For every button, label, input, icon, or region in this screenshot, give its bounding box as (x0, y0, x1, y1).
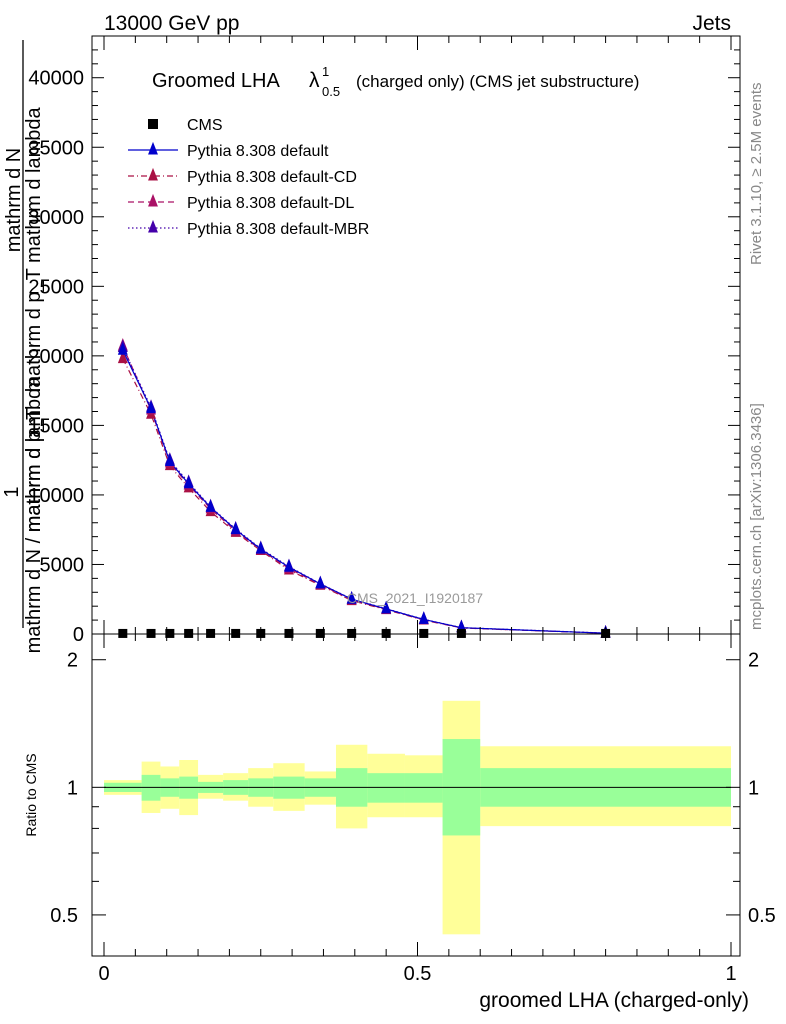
cms-data-marker (206, 628, 216, 638)
legend: CMS Pythia 8.308 default Pythia 8.308 de… (128, 117, 369, 238)
main-y-ticks: 0 5000 10000 15000 20000 25000 30000 35000 40000 (28, 35, 740, 646)
legend-symbols (128, 119, 178, 233)
legend-marker-default-cd (148, 167, 158, 181)
ratio-band-inner (404, 773, 443, 803)
cms-data-marker (315, 628, 325, 638)
series-marker-default (284, 559, 294, 572)
title-main: Groomed LHA (152, 70, 280, 92)
x-axis-label: groomed LHA (charged-only) (479, 989, 749, 1012)
cms-data-marker (165, 628, 175, 638)
ylabel-numerator-dn: mathrm d N (3, 148, 25, 252)
main-y-tick-label: 20000 (28, 346, 84, 368)
main-y-tick-label: 25000 (28, 276, 84, 298)
cms-data-marker (184, 628, 194, 638)
series-marker-default (205, 499, 216, 512)
legend-label-default-dl: Pythia 8.308 default-DL (187, 195, 354, 212)
series-marker-default (315, 575, 326, 589)
ratio-frame (91, 633, 741, 957)
ratio-y-axis-label: Ratio to CMS (23, 753, 39, 836)
ratio-bands (104, 700, 731, 935)
cms-data-marker (284, 628, 294, 638)
watermark: CMS_2021_I1920187 (347, 590, 483, 606)
ratio-y-tick-label-right: 0.5 (748, 905, 776, 927)
main-y-tick-label: 5000 (40, 554, 85, 576)
cms-data-marker (419, 628, 429, 638)
ratio-y-ticks: 0.5 0.5 1 1 2 2 (50, 650, 776, 927)
main-y-tick-label: 10000 (28, 485, 84, 507)
main-y-tick-label: 35000 (28, 137, 84, 159)
ratio-x-tick-label: 1 (725, 963, 736, 985)
ratio-x-tick-label: 0.5 (404, 963, 432, 985)
ratio-y-tick-label-right: 1 (748, 777, 759, 799)
series-marker-default (183, 475, 194, 489)
legend-marker-default-dl (148, 193, 158, 207)
series-marker-default (418, 611, 429, 624)
ratio-y-tick-label: 0.5 (50, 905, 78, 927)
cms-data-marker (456, 628, 466, 638)
main-y-tick-label: 30000 (28, 207, 84, 229)
cms-data-marker (231, 628, 241, 638)
legend-marker-default-mbr (148, 219, 158, 233)
ratio-y-tick-label-right: 2 (748, 650, 759, 672)
rivet-label: Rivet 3.1.10, ≥ 2.5M events (748, 83, 765, 266)
series-marker-default (381, 600, 392, 614)
ratio-band-inner (367, 773, 405, 803)
series-marker-default (164, 453, 175, 467)
cms-data-marker (118, 628, 128, 638)
legend-label-default-cd: Pythia 8.308 default-CD (187, 169, 357, 186)
cms-data-marker (347, 628, 357, 638)
main-y-tick-label: 40000 (28, 68, 84, 90)
cms-data-marker (146, 628, 156, 638)
ylabel-numerator-one: 1 (1, 486, 23, 497)
ratio-y-tick-label: 1 (67, 777, 78, 799)
main-x-ticks (103, 36, 732, 634)
ratio-x-tick-label: 0 (98, 963, 109, 985)
legend-label-default-mbr: Pythia 8.308 default-MBR (187, 221, 369, 238)
series-marker-default (117, 342, 128, 355)
main-y-tick-label: 15000 (28, 415, 84, 437)
legend-label-cms: CMS (187, 117, 223, 134)
ylabel-denominator-dpt-dlambda: mathrm d p_T mathrm d lambda (23, 106, 45, 392)
ylabel-denominator-dpt: mathrm d p_T (23, 408, 45, 532)
title-symbol: λ (309, 69, 320, 92)
title-sup: 1 (322, 64, 329, 79)
series-marker-default (346, 591, 357, 604)
ratio-y-tick-label: 2 (67, 650, 78, 672)
ylabel-dn-dlambda: mathrm d N / mathrm d lambda (23, 376, 45, 654)
title-sub: 0.5 (322, 84, 340, 99)
main-y-axis-label: 1 mathrm d N mathrm d p_T mathrm d p_T m… (1, 40, 45, 653)
legend-marker-cms (148, 119, 158, 129)
series-marker-default-cd (117, 350, 128, 364)
main-y-tick-label: 0 (73, 624, 84, 646)
header-right: Jets (692, 12, 731, 35)
main-plot: 0 5000 10000 15000 20000 25000 30000 35000 40000… (28, 35, 741, 646)
series-marker-default (255, 541, 266, 554)
ratio-plot: 0.5 0.51 12 2 0 0.5 1 Ratio to CMS groomed LH… (23, 633, 776, 1012)
ratio-x-ticks: 0 0.5 1 (98, 634, 737, 985)
plot-title: Groomed LHA λ 1 0.5 (charged only) (CMS … (152, 64, 639, 99)
legend-label-default: Pythia 8.308 default (187, 143, 329, 160)
mcplots-label: mcplots.cern.ch [arXiv:1306.3436] (748, 403, 765, 630)
title-rest: (charged only) (CMS jet substructure) (356, 72, 639, 91)
legend-marker-default (148, 141, 158, 155)
header-left: 13000 GeV pp (104, 12, 239, 35)
series-marker-default (146, 400, 156, 414)
series-marker-default (230, 521, 241, 535)
